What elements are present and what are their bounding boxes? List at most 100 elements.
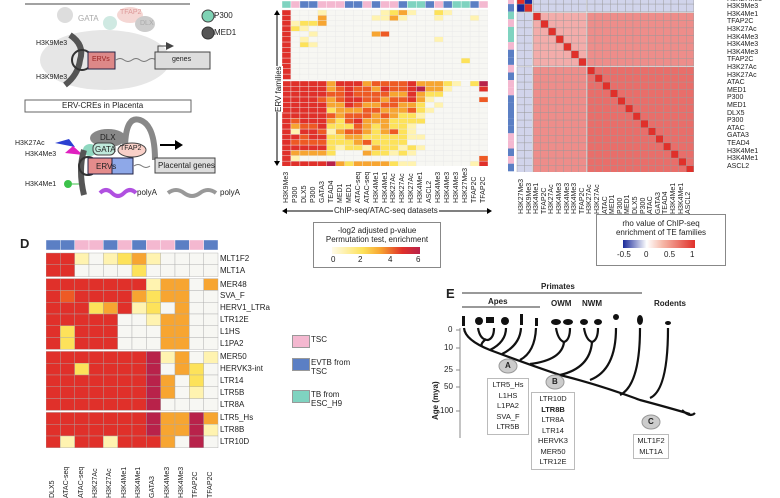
heatmap-cell — [469, 41, 480, 48]
column-group-swatch — [131, 240, 147, 251]
heatmap-cell — [308, 15, 319, 21]
correlation-cell — [555, 135, 564, 144]
heatmap-cell — [451, 25, 462, 32]
correlation-cell — [647, 35, 656, 44]
panel-letter: D — [20, 236, 30, 251]
correlation-cell — [655, 112, 664, 121]
column-label: ASCL2 — [685, 191, 693, 214]
heatmap-cell — [478, 41, 488, 48]
heatmap-cell — [407, 128, 417, 135]
heatmap-cell — [189, 362, 204, 376]
correlation-cell — [655, 27, 664, 36]
heatmap-cell — [478, 57, 488, 64]
te-family: SVA_F — [496, 411, 520, 421]
heatmap-cell — [131, 423, 147, 437]
heatmap-cell — [443, 128, 453, 135]
heatmap-cell — [308, 31, 319, 37]
heatmap-cell — [398, 123, 408, 130]
column-label: H3K4Me3 — [563, 182, 571, 214]
column-label: GATA3 — [318, 181, 326, 203]
heatmap-cell — [371, 57, 381, 64]
heatmap-cell — [299, 20, 310, 27]
correlation-cell — [670, 58, 679, 67]
heatmap-cell — [443, 96, 453, 103]
heatmap-cell — [469, 150, 480, 157]
heatmap-cell — [46, 313, 61, 327]
heatmap-cell — [380, 15, 390, 21]
heatmap-cell — [290, 20, 301, 27]
heatmap-cell — [398, 25, 408, 32]
heatmap-cell — [362, 52, 372, 59]
correlation-cell — [563, 74, 572, 83]
heatmap-cell — [460, 31, 471, 37]
correlation-cell — [670, 0, 679, 5]
med1-icon — [201, 26, 215, 40]
correlation-cell — [548, 12, 557, 21]
correlation-cell — [617, 3, 626, 12]
heatmap-cell — [326, 15, 336, 21]
heatmap-cell — [282, 134, 292, 140]
heatmap-cell — [88, 325, 104, 338]
p300-label: P300 — [214, 11, 233, 20]
heatmap-cell — [416, 128, 426, 135]
correlation-cell — [625, 89, 634, 98]
heatmap-cell — [308, 123, 319, 130]
heatmap-cell — [60, 313, 75, 327]
heatmap-cell — [416, 15, 426, 21]
polya-transcript-icon — [166, 188, 218, 198]
heatmap-cell — [353, 118, 363, 124]
heatmap-cell — [416, 134, 426, 140]
correlation-cell — [602, 127, 611, 136]
heatmap-cell — [353, 68, 363, 75]
column-group-swatch — [335, 0, 345, 9]
heatmap-cell — [371, 52, 381, 59]
heatmap-cell — [326, 20, 336, 27]
column-label: P300 — [291, 186, 299, 203]
correlation-cell — [594, 135, 603, 144]
heatmap-cell — [362, 15, 372, 21]
polya-transcript-icon — [98, 188, 138, 198]
heatmap-cell — [380, 9, 390, 16]
heatmap-cell — [146, 252, 161, 266]
row-group-swatch — [508, 19, 514, 27]
heatmap-cell — [407, 155, 417, 162]
correlation-cell — [632, 119, 641, 128]
heatmap-cell — [88, 337, 104, 350]
correlation-cell — [533, 42, 542, 51]
legend-tick: 6 — [416, 255, 421, 264]
h3k4me1-mark-icon — [64, 180, 72, 188]
correlation-cell — [555, 157, 564, 166]
correlation-cell — [555, 104, 564, 113]
heatmap-cell — [380, 63, 390, 69]
column-label: TFAP2C — [192, 471, 200, 498]
heatmap-cell — [88, 398, 104, 411]
heatmap-cell — [308, 25, 319, 32]
heatmap-cell — [398, 73, 408, 80]
heatmap-cell — [425, 102, 435, 108]
genes-box — [154, 51, 211, 70]
correlation-cell — [678, 135, 687, 144]
correlation-cell — [563, 127, 572, 136]
correlation-cell — [516, 112, 525, 121]
heatmap-cell — [389, 102, 399, 108]
correlation-cell — [548, 127, 557, 136]
x-axis-label: ChIP-seq/ATAC-seq datasets — [333, 206, 439, 215]
correlation-cell — [524, 50, 533, 59]
heatmap-cell — [335, 112, 345, 119]
dlx-faded-label: DLX — [140, 20, 154, 27]
correlation-cell — [555, 50, 564, 59]
heatmap-cell — [478, 112, 488, 119]
te-family-list-b: LTR10D LTR8B LTR8A LTR14 HERVK3 MER50 LTR12E — [531, 392, 575, 470]
heatmap-cell — [146, 302, 161, 315]
correlation-cell — [609, 142, 618, 151]
correlation-cell — [578, 97, 587, 106]
correlation-cell — [647, 142, 656, 151]
heatmap-cell — [353, 102, 363, 108]
heatmap-cell — [308, 52, 319, 59]
heatmap-cell — [88, 362, 104, 376]
heatmap-cell — [389, 118, 399, 124]
heatmap-cell — [407, 9, 417, 16]
heatmap-cell — [174, 337, 190, 350]
heatmap-cell — [290, 134, 301, 140]
correlation-cell — [540, 97, 549, 106]
